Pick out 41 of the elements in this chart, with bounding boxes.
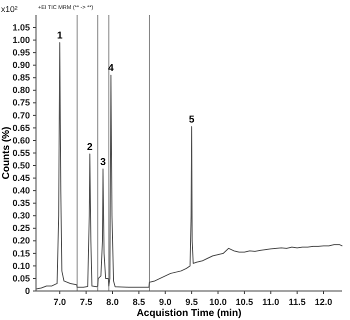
x-tick-label: 10.5 [236, 297, 254, 308]
x-tick-label: 11.5 [288, 297, 306, 308]
annotation: 3 [100, 157, 106, 168]
y-tick-label: 0.75 [12, 98, 30, 108]
y-tick-label: 0.85 [12, 72, 30, 83]
x-axis-title: Acquistion Time (min) [136, 308, 242, 319]
y-axis-title: Counts (%) [1, 126, 12, 180]
y-tick-label: 0.30 [12, 210, 30, 221]
annotation: 5 [188, 114, 195, 126]
x-tick-label: 9.5 [185, 297, 198, 308]
x-tick-label: 9.0 [159, 297, 172, 308]
y-tick-label: 0.25 [12, 223, 30, 234]
text: x10² [1, 4, 18, 14]
x-tick-label: 8.5 [132, 297, 146, 308]
x-tick-label: 7.0 [53, 297, 66, 308]
y-tick-label: 0 [24, 286, 30, 296]
y-tick-label: 0.70 [12, 110, 30, 120]
x-tick-label: 10.0 [209, 297, 227, 308]
annotation: 1 [56, 30, 63, 42]
y-tick-label: 0.95 [12, 48, 30, 58]
annotation: 4 [108, 63, 114, 74]
y-tick-label: 0.80 [12, 85, 30, 96]
y-tick-label: 0.40 [12, 186, 30, 196]
x-tick-label: 12.0 [314, 297, 332, 308]
y-tick-label: 0.60 [12, 135, 30, 146]
y-tick-label: 0.45 [12, 172, 30, 183]
y-tick-label: 0.05 [12, 273, 30, 284]
y-tick-label: 1.05 [12, 22, 30, 32]
x-tick-label: 11.0 [262, 297, 280, 308]
y-tick-label: 0.90 [12, 60, 30, 70]
y-tick-label: 0.55 [12, 148, 30, 158]
y-tick-label: 1.00 [12, 34, 30, 45]
y-tick-label: 0.50 [12, 160, 30, 170]
y-tick-label: 0.65 [12, 122, 30, 133]
y-tick-label: 0.35 [12, 198, 30, 208]
y-tick-label: 0.10 [12, 260, 30, 271]
y-tick-label: 0.15 [12, 248, 30, 258]
y-tick-label: 0.20 [12, 236, 30, 246]
x-tick-label: 8.0 [106, 297, 119, 308]
x-tick-label: 7.5 [80, 297, 92, 308]
annotation: 2 [87, 142, 94, 154]
